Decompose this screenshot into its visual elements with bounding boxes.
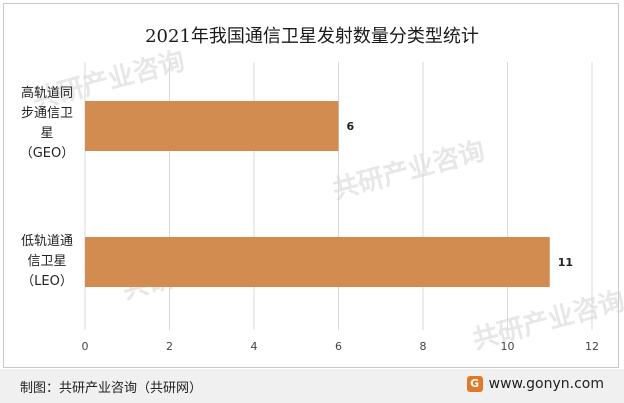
gonyn-logo-icon: G (466, 376, 483, 392)
bar-chart: 0 2 4 6 8 10 12 6 11 (82, 62, 599, 353)
x-tick-label: 2 (166, 340, 173, 353)
x-tick-label: 12 (585, 340, 599, 353)
category-label-line: （LEO） (21, 274, 73, 289)
site-url: www.gonyn.com (488, 376, 604, 392)
category-label-line: 信卫星 (27, 254, 67, 269)
x-tick-label: 0 (82, 340, 89, 353)
category-label-line: 星 (40, 126, 54, 141)
category-label-leo: 低轨道通信卫星 （LEO） (10, 232, 84, 292)
chart-frame (3, 3, 619, 368)
site-link[interactable]: G www.gonyn.com (466, 376, 604, 392)
category-label-geo: 高轨道同步通信卫星 （GEO） (10, 84, 84, 164)
x-tick-label: 6 (335, 340, 342, 353)
footer: 制图：共研产业咨询（共研网） G www.gonyn.com (0, 369, 624, 403)
category-label-line: 步通信卫 (20, 106, 73, 121)
category-label-line: 低轨道通 (20, 234, 73, 249)
x-tick-label: 4 (251, 340, 258, 353)
category-label-line: （GEO） (19, 146, 75, 161)
bar (85, 237, 550, 287)
chart-title: 2021年我国通信卫星发射数量分类型统计 (145, 26, 479, 47)
x-tick-label: 10 (501, 340, 515, 353)
data-label: 11 (558, 256, 573, 269)
x-tick-label: 8 (420, 340, 427, 353)
category-label-line: 高轨道同 (20, 86, 73, 101)
source-label: 制图：共研产业咨询（共研网） (20, 381, 203, 396)
data-label: 6 (347, 120, 355, 133)
bar (85, 101, 339, 151)
